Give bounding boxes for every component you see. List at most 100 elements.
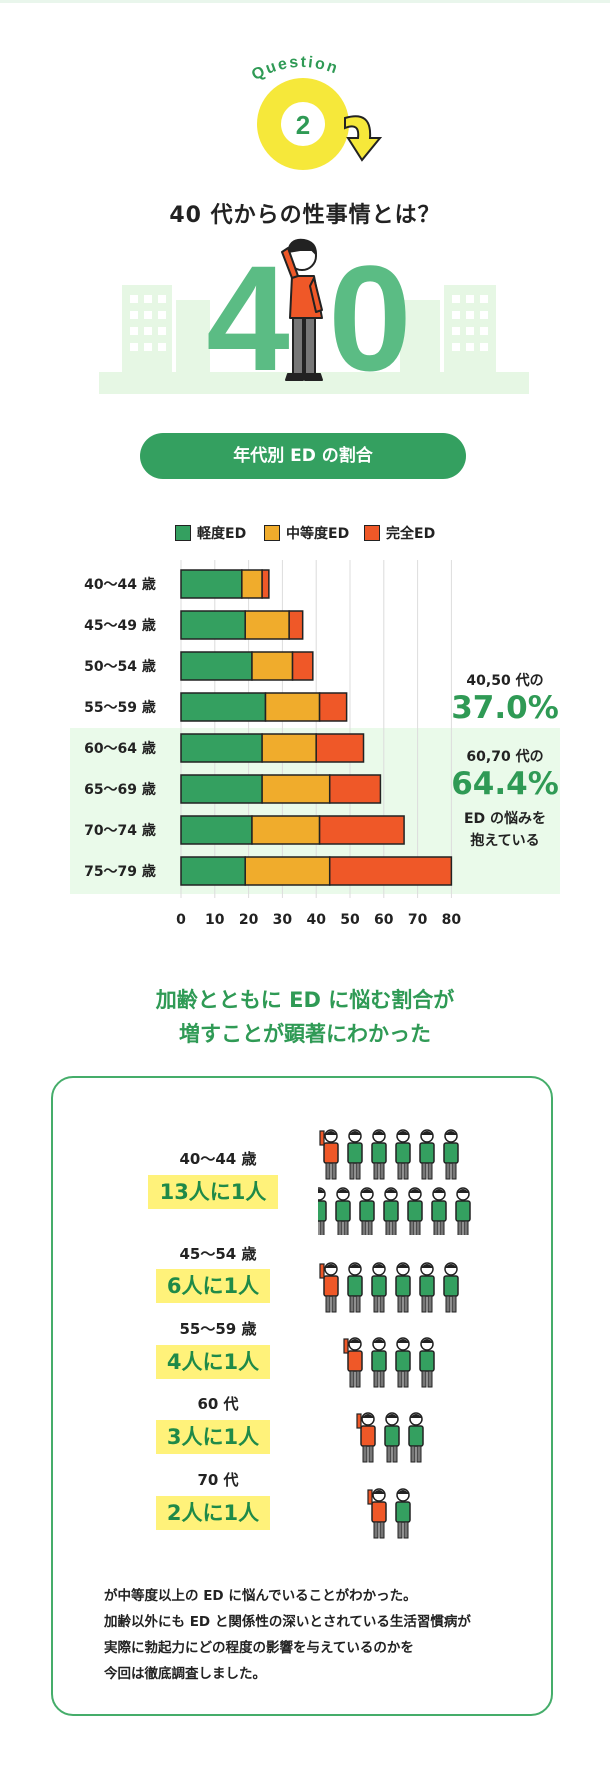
ratio-value-1: 6人に1人 bbox=[156, 1269, 270, 1303]
ratio-age-0: 40〜44 歳 bbox=[179, 1150, 257, 1168]
people-group-3 bbox=[356, 1412, 424, 1463]
top-rule bbox=[0, 0, 610, 3]
footer-line3: 実際に勃起力にどの程度の影響を与えているのかを bbox=[104, 1640, 414, 1656]
bar-segment bbox=[244, 856, 331, 886]
category-label: 65〜69 歳 bbox=[84, 781, 156, 798]
headline-line1: 加齢とともに ED に悩む割合が bbox=[155, 988, 455, 1012]
people-group-0 bbox=[318, 1129, 471, 1235]
legend-item-mild: 軽度ED bbox=[175, 521, 246, 545]
legend-label-mild: 軽度ED bbox=[197, 526, 247, 542]
bar-segment bbox=[328, 774, 382, 804]
bar-segment bbox=[180, 610, 246, 640]
bar-segment bbox=[261, 569, 270, 599]
legend-swatch-mild bbox=[175, 525, 191, 541]
people-group-1 bbox=[319, 1262, 459, 1313]
x-tick-label: 70 bbox=[408, 912, 428, 928]
x-tick-label: 20 bbox=[239, 912, 259, 928]
bar-segment bbox=[318, 692, 348, 722]
city-background bbox=[99, 285, 529, 394]
person-icon bbox=[356, 1412, 376, 1463]
ratio-age-4: 70 代 bbox=[197, 1471, 239, 1489]
legend-swatch-moderate bbox=[264, 525, 280, 541]
callout-6070-value: 64.4% bbox=[451, 766, 559, 802]
person-icon bbox=[367, 1488, 387, 1539]
bar-segment bbox=[264, 692, 321, 722]
person-icon bbox=[335, 1187, 351, 1235]
person-icon bbox=[395, 1337, 411, 1388]
footer-note: が中等度以上の ED に悩んでいることがわかった。 加齢以外にも ED と関係性… bbox=[104, 1583, 544, 1687]
stacked-bar-chart: 40〜44 歳 45〜49 歳 50〜54 歳 55〜59 歳 60〜64 歳 65〜69… bbox=[0, 560, 610, 940]
category-label: 60〜64 歳 bbox=[84, 740, 156, 757]
bar-segment bbox=[251, 815, 321, 845]
bar-segment bbox=[251, 651, 294, 681]
people-group-2 bbox=[343, 1337, 435, 1388]
x-tick-label: 10 bbox=[205, 912, 225, 928]
legend-item-moderate: 中等度ED bbox=[264, 521, 349, 545]
ratio-value-3: 3人に1人 bbox=[156, 1420, 270, 1454]
person-icon bbox=[359, 1187, 375, 1235]
footer-line4: 今回は徹底調査しました。 bbox=[104, 1666, 266, 1682]
category-label: 70〜74 歳 bbox=[84, 822, 156, 839]
headline-line2: 増すことが顕著にわかった bbox=[179, 1022, 431, 1046]
category-label: 40〜44 歳 bbox=[84, 576, 156, 593]
bar-segment bbox=[180, 692, 267, 722]
bar-segment bbox=[291, 651, 314, 681]
bar-segment bbox=[288, 610, 304, 640]
bar-segment bbox=[261, 733, 317, 763]
person-icon bbox=[371, 1129, 387, 1180]
person-icon bbox=[408, 1412, 424, 1463]
callout-4050-value: 37.0% bbox=[451, 690, 559, 726]
bar-segment bbox=[241, 569, 263, 599]
callout-6070-note-line1: ED の悩みを bbox=[463, 811, 547, 827]
ratio-age-3: 60 代 bbox=[197, 1395, 239, 1413]
ratio-value-0: 13人に1人 bbox=[148, 1175, 278, 1209]
big-number-four: 4 bbox=[206, 234, 289, 400]
person-icon bbox=[319, 1129, 339, 1180]
person-icon bbox=[383, 1187, 399, 1235]
person-icon bbox=[431, 1187, 447, 1235]
x-tick-label: 60 bbox=[374, 912, 394, 928]
category-label: 75〜79 歳 bbox=[84, 863, 156, 880]
bar-segment bbox=[180, 815, 253, 845]
person-icon bbox=[371, 1337, 387, 1388]
person-icon bbox=[395, 1488, 411, 1539]
footer-line2: 加齢以外にも ED と関係性の深いとされている生活習慣病が bbox=[104, 1614, 471, 1630]
people-group-4 bbox=[367, 1488, 411, 1539]
bar-segment bbox=[180, 856, 246, 886]
bar-segment bbox=[315, 733, 365, 763]
bar-segment bbox=[261, 774, 331, 804]
legend-swatch-complete bbox=[364, 525, 380, 541]
x-tick-label: 80 bbox=[442, 912, 462, 928]
bar-segment bbox=[180, 733, 263, 763]
category-label: 45〜49 歳 bbox=[84, 617, 156, 634]
person-icon bbox=[347, 1129, 363, 1180]
x-tick-label: 50 bbox=[340, 912, 360, 928]
ratio-value-4: 2人に1人 bbox=[156, 1496, 270, 1530]
x-tick-label: 40 bbox=[306, 912, 326, 928]
bar-segment bbox=[180, 651, 253, 681]
bar-segment bbox=[180, 569, 243, 599]
footer-line1: が中等度以上の ED に悩んでいることがわかった。 bbox=[104, 1588, 417, 1604]
callout-6070-note-line2: 抱えている bbox=[470, 833, 540, 849]
person-icon bbox=[395, 1262, 411, 1313]
category-label: 55〜59 歳 bbox=[84, 699, 156, 716]
person-icon bbox=[407, 1187, 423, 1235]
person-icon bbox=[419, 1337, 435, 1388]
x-tick-label: 0 bbox=[176, 912, 186, 928]
ratio-age-1: 45〜54 歳 bbox=[179, 1245, 257, 1263]
x-tick-label: 30 bbox=[273, 912, 293, 928]
person-icon bbox=[371, 1262, 387, 1313]
person-icon bbox=[319, 1262, 339, 1313]
bar-segment bbox=[244, 610, 290, 640]
callout-4050-label: 40,50 代の bbox=[466, 673, 544, 689]
bar-segment bbox=[328, 856, 453, 886]
legend-label-complete: 完全ED bbox=[386, 526, 436, 542]
ratio-age-2: 55〜59 歳 bbox=[179, 1320, 257, 1338]
chart-legend: 軽度ED 中等度ED 完全ED bbox=[0, 521, 610, 545]
bar-segment bbox=[180, 774, 263, 804]
category-label: 50〜54 歳 bbox=[84, 658, 156, 675]
hero-illustration: 2 Question 4 0 bbox=[99, 54, 529, 400]
person-icon bbox=[395, 1129, 411, 1180]
ratio-panel bbox=[51, 1076, 553, 1716]
question-badge: 2 Question bbox=[249, 54, 383, 170]
